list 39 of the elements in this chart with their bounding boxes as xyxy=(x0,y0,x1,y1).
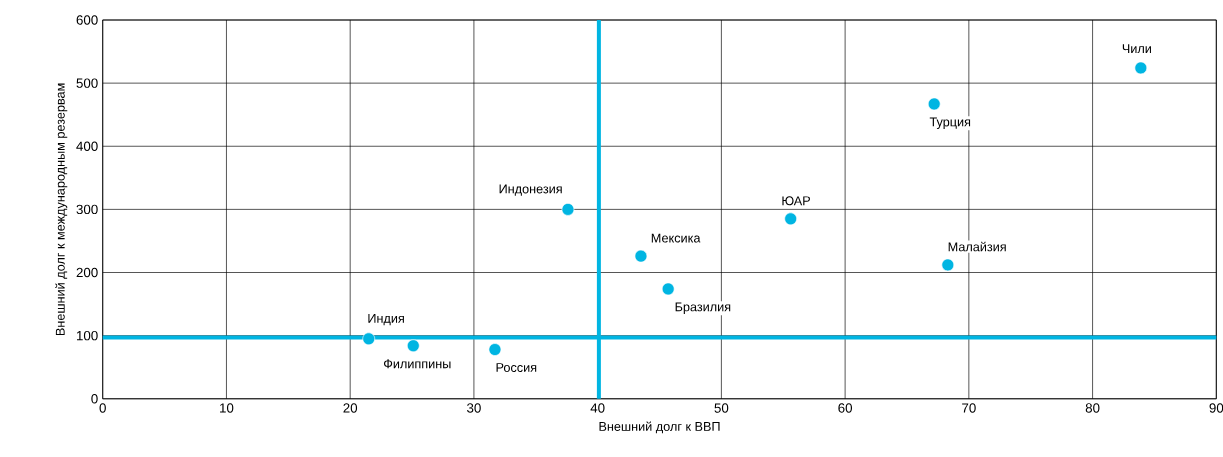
x-tick-label: 10 xyxy=(220,403,234,413)
y-tick-label: 300 xyxy=(76,204,98,214)
x-tick-label: 70 xyxy=(962,403,976,413)
x-tick-label: 20 xyxy=(343,403,358,413)
x-tick-label: 80 xyxy=(1085,403,1100,413)
point xyxy=(362,332,376,345)
point xyxy=(927,97,941,111)
point xyxy=(941,258,955,272)
y-tick-label: 500 xyxy=(76,78,98,88)
point xyxy=(661,282,675,296)
y-tick-label: 600 xyxy=(76,15,98,25)
x-tick-label: 30 xyxy=(467,403,481,413)
annotation: Индия xyxy=(368,313,404,325)
x-tick-label: 60 xyxy=(838,403,853,413)
x-tick-label: 50 xyxy=(714,403,729,413)
annotation: Филиппины xyxy=(383,359,451,369)
annotation: Бразилия xyxy=(675,302,731,314)
y-tick-label: 100 xyxy=(76,330,98,341)
annotation: Индонезия xyxy=(499,184,562,196)
annotation: Малайзия xyxy=(948,241,1006,252)
x-tick-label: 0 xyxy=(99,403,106,413)
annotation: Турция xyxy=(929,117,971,129)
annotation: Россия xyxy=(496,362,537,372)
y-tick-label: 0 xyxy=(91,393,98,404)
point xyxy=(406,339,420,352)
point xyxy=(561,202,575,216)
x-tick-label: 90 xyxy=(1209,403,1223,413)
point xyxy=(634,249,648,263)
y-tick-label: 200 xyxy=(76,267,98,278)
y-axis-title: Внешний долг к международным резервам xyxy=(55,83,68,335)
annotation: Чили xyxy=(1122,43,1151,53)
annotation: ЮАР xyxy=(782,196,810,206)
x-axis-title: Внешний долг к ВВП xyxy=(599,421,720,434)
annotation: Мексика xyxy=(651,233,701,243)
x-tick-label: 40 xyxy=(590,403,605,413)
point xyxy=(784,212,798,225)
point xyxy=(488,342,502,356)
y-tick-label: 400 xyxy=(76,141,98,151)
point xyxy=(1134,61,1148,75)
